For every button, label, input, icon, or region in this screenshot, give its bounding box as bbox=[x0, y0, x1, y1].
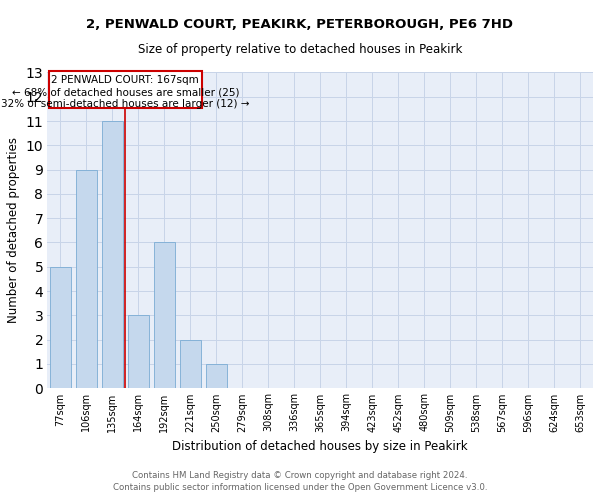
Text: Contains HM Land Registry data © Crown copyright and database right 2024.
Contai: Contains HM Land Registry data © Crown c… bbox=[113, 471, 487, 492]
Text: 2, PENWALD COURT, PEAKIRK, PETERBOROUGH, PE6 7HD: 2, PENWALD COURT, PEAKIRK, PETERBOROUGH,… bbox=[86, 18, 514, 30]
X-axis label: Distribution of detached houses by size in Peakirk: Distribution of detached houses by size … bbox=[172, 440, 468, 453]
Bar bbox=[102, 121, 123, 388]
Y-axis label: Number of detached properties: Number of detached properties bbox=[7, 138, 20, 324]
Bar bbox=[50, 266, 71, 388]
Bar bbox=[154, 242, 175, 388]
Text: ← 68% of detached houses are smaller (25): ← 68% of detached houses are smaller (25… bbox=[11, 88, 239, 98]
Bar bbox=[76, 170, 97, 388]
Text: Size of property relative to detached houses in Peakirk: Size of property relative to detached ho… bbox=[138, 42, 462, 56]
Bar bbox=[206, 364, 227, 388]
Bar bbox=[128, 316, 149, 388]
Bar bbox=[180, 340, 201, 388]
Text: 32% of semi-detached houses are larger (12) →: 32% of semi-detached houses are larger (… bbox=[1, 100, 250, 110]
Text: 2 PENWALD COURT: 167sqm: 2 PENWALD COURT: 167sqm bbox=[52, 75, 199, 85]
